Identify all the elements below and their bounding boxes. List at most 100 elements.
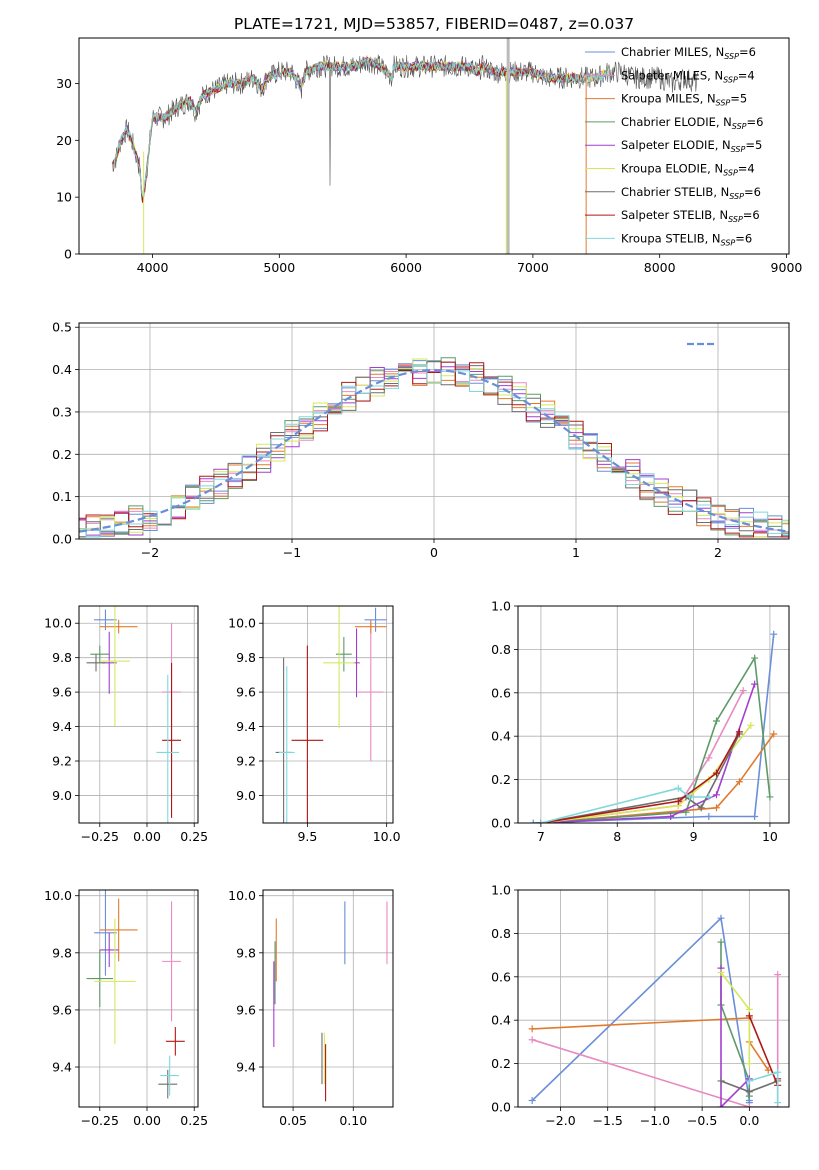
mass_vs_ebv-ytick-label: 10.0 xyxy=(228,888,256,903)
age_vs_mass-ytick-label: 9.8 xyxy=(236,650,256,665)
spectrum-legend-label: Kroupa ELODIE, NSSP=4 xyxy=(621,162,755,178)
age_vs_Z-ytick-label: 10.0 xyxy=(44,616,72,631)
weight_vs_age-marker xyxy=(674,784,682,792)
weight_vs_age-marker xyxy=(705,812,713,820)
spectrum-xtick-label: 9000 xyxy=(771,260,803,275)
residuals-panel: −2 −1 0 1 2 0.0 0.1 0.2 0.3 0.4 0.5 xyxy=(52,320,790,560)
residuals-xtick-label: 0 xyxy=(430,545,438,560)
spectrum-legend-label: Salpeter MILES, NSSP=4 xyxy=(621,68,755,84)
mass_vs_Z-frame xyxy=(78,889,199,1108)
weight_vs_age-marker xyxy=(667,812,675,820)
spectrum-xtick-label: 4000 xyxy=(137,260,169,275)
age_vs_mass-panel: 9.5 10.0 9.0 9.2 9.4 9.6 9.8 10.0 xyxy=(228,605,401,844)
weight_vs_Z-ytick-label: 1.0 xyxy=(491,883,511,898)
weight_vs_Z-xtick-label: −1.5 xyxy=(593,1113,623,1128)
mass_vs_Z-xtick-label: −0.25 xyxy=(81,1113,119,1128)
mass_vs_ebv-ytick-label: 9.8 xyxy=(236,945,256,960)
spectrum-ytick-label: 20 xyxy=(56,133,72,148)
weight_vs_Z-marker xyxy=(717,914,725,922)
mass_vs_ebv-ytick-label: 9.4 xyxy=(236,1060,256,1075)
weight_vs_age-marker xyxy=(712,804,720,812)
residuals-xtick-label: −1 xyxy=(283,545,301,560)
age_vs_Z-ytick-label: 9.0 xyxy=(52,788,72,803)
weight_vs_age-marker xyxy=(747,721,755,729)
weight_vs_Z-frame xyxy=(517,889,790,1108)
weight_vs_age-marker xyxy=(751,654,759,662)
mass_vs_Z-ytick-label: 10.0 xyxy=(44,888,72,903)
chart-layer: 4000 5000 6000 7000 8000 90000102030Chabrier … xyxy=(44,37,803,1128)
weight_vs_age-xtick-label: 8 xyxy=(613,829,621,844)
mass_vs_Z-xtick-label: 0.00 xyxy=(133,1113,161,1128)
age_vs_Z-plot-area xyxy=(86,606,181,823)
weight_vs_Z-marker xyxy=(745,1012,753,1020)
weight_vs_age-marker xyxy=(751,812,759,820)
weight_vs_age-ytick-label: 0.2 xyxy=(491,772,511,787)
spectrum-legend-label: Chabrier STELIB, NSSP=6 xyxy=(621,185,761,201)
weight_vs_age-frame xyxy=(517,605,790,824)
spectrum-legend-label: Chabrier MILES, NSSP=6 xyxy=(621,45,756,61)
weight_vs_age-marker xyxy=(705,793,713,801)
weight_vs_Z-ytick-label: 0.4 xyxy=(491,1013,511,1028)
age_vs_mass-ytick-label: 9.0 xyxy=(236,788,256,803)
residual-histogram-6 xyxy=(79,361,789,538)
weight_vs_Z-xtick-label: 0.0 xyxy=(739,1113,759,1128)
residuals-xtick-label: 2 xyxy=(714,545,722,560)
weight_vs_Z-line-1 xyxy=(531,974,779,1107)
mass_vs_ebv-xtick-label: 0.10 xyxy=(339,1113,367,1128)
residuals-ytick-label: 0.2 xyxy=(52,447,72,462)
weight_vs_Z-ytick-label: 0.0 xyxy=(491,1100,511,1115)
weight_vs_Z-xtick-label: −2.0 xyxy=(545,1113,575,1128)
mass_vs_ebv-ytick-label: 9.6 xyxy=(236,1002,256,1017)
weight_vs_age-marker xyxy=(712,769,720,777)
age_vs_mass-xtick-label: 10.0 xyxy=(373,829,401,844)
weight_vs_age-ytick-label: 0.0 xyxy=(491,816,511,831)
weight_vs_Z-marker xyxy=(745,1005,753,1013)
weight_vs_Z-marker xyxy=(717,938,725,946)
weight_vs_age-ytick-label: 0.6 xyxy=(491,685,511,700)
spectrum-xtick-label: 7000 xyxy=(517,260,549,275)
weight_vs_age-plot-area xyxy=(529,630,778,823)
weight_vs_age-panel: 7 8 9 10 0.0 0.2 0.4 0.6 0.8 1.0 xyxy=(491,599,790,844)
residuals-ytick-label: 0.4 xyxy=(52,362,72,377)
age_vs_Z-ytick-label: 9.4 xyxy=(52,719,72,734)
weight_vs_age-line-8 xyxy=(540,787,709,823)
weight_vs_age-xtick-label: 10 xyxy=(762,829,778,844)
residual-histogram-7 xyxy=(79,361,789,538)
spectrum-plot-area xyxy=(111,38,698,254)
spectrum-legend-label: Salpeter ELODIE, NSSP=5 xyxy=(621,138,762,154)
age_vs_Z-xtick-label: 0.25 xyxy=(180,829,208,844)
weight_vs_age-marker xyxy=(770,630,778,638)
weight_vs_age-ytick-label: 0.8 xyxy=(491,642,511,657)
weight_vs_age-line-6 xyxy=(540,733,741,823)
weight_vs_Z-marker xyxy=(528,1036,536,1044)
mass_vs_Z-ytick-label: 9.8 xyxy=(52,945,72,960)
age_vs_mass-ytick-label: 9.2 xyxy=(236,754,256,769)
age_vs_Z-xtick-label: −0.25 xyxy=(81,829,119,844)
residual-histogram-8 xyxy=(79,364,789,538)
age_vs_Z-ytick-label: 9.6 xyxy=(52,685,72,700)
residuals-xtick-label: 1 xyxy=(572,545,580,560)
mass_vs_Z-ytick-label: 9.4 xyxy=(52,1060,72,1075)
weight_vs_age-marker xyxy=(770,730,778,738)
weight_vs_Z-ytick-label: 0.8 xyxy=(491,926,511,941)
weight_vs_Z-marker xyxy=(745,1077,753,1085)
weight_vs_age-line-2 xyxy=(540,733,775,823)
weight_vs_Z-marker xyxy=(745,1060,753,1068)
weight_vs_age-ytick-label: 0.4 xyxy=(491,729,511,744)
weight_vs_Z-xtick-label: −1.0 xyxy=(640,1113,670,1128)
weight_vs_Z-marker xyxy=(745,1088,753,1096)
mass_vs_ebv-plot-area xyxy=(273,901,388,1102)
weight_vs_Z-ytick-label: 0.6 xyxy=(491,969,511,984)
residuals-plot-area xyxy=(79,357,789,538)
weight_vs_age-marker xyxy=(712,717,720,725)
mass_vs_Z-panel: −0.25 0.00 0.25 9.4 9.6 9.8 10.0 xyxy=(44,888,208,1128)
age_vs_mass-ytick-label: 10.0 xyxy=(228,616,256,631)
weight_vs_age-marker xyxy=(735,778,743,786)
weight_vs_age-marker xyxy=(697,804,705,812)
age_vs_Z-panel: −0.25 0.00 0.25 9.0 9.2 9.4 9.6 9.8 10.0 xyxy=(44,605,208,844)
weight_vs_Z-plot-area xyxy=(528,914,782,1107)
spectrum-model-line xyxy=(112,57,609,197)
weight_vs_Z-marker xyxy=(745,1103,753,1107)
